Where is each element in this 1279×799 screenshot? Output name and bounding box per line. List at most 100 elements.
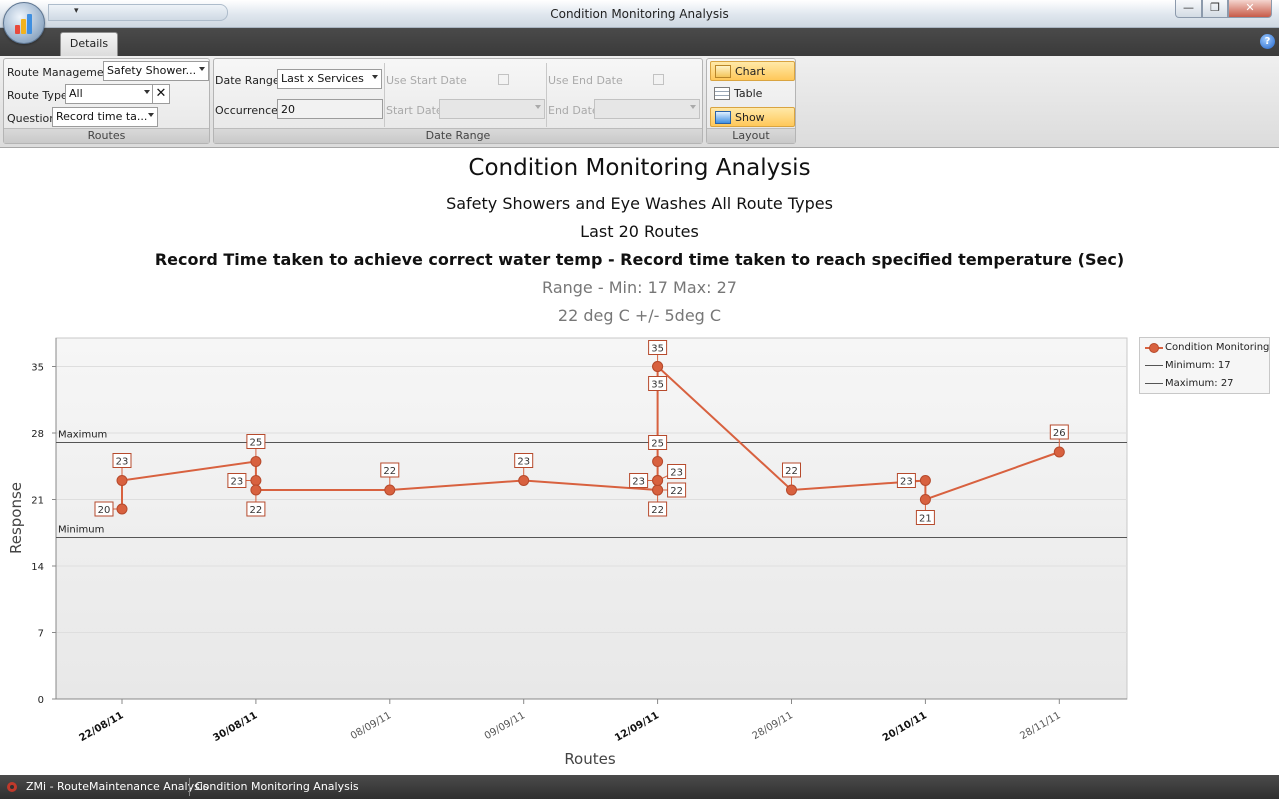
chart-view-button[interactable]: Chart xyxy=(710,61,795,81)
occurrences-label: Occurrences xyxy=(215,104,284,117)
start-date-combo[interactable] xyxy=(439,99,545,119)
x-axis-title: Routes xyxy=(564,750,616,768)
data-label-box xyxy=(782,462,801,478)
condition-monitoring-chart: 0 7 14 21 28 35 22/08/11 30/08/11 08/09/11 09/09/… xyxy=(7,337,1128,768)
chevron-down-icon xyxy=(690,105,696,109)
data-label-box xyxy=(648,501,668,517)
end-date-label: End Date xyxy=(548,104,599,117)
y-tick-label: 14 xyxy=(31,562,44,573)
chevron-down-icon xyxy=(144,90,150,94)
chevron-down-icon xyxy=(535,105,541,109)
y-tick-label: 35 xyxy=(31,363,44,374)
tab-details[interactable]: Details xyxy=(60,32,118,56)
data-point xyxy=(919,494,931,505)
data-label: 23 xyxy=(116,457,129,468)
end-date-combo[interactable] xyxy=(594,99,700,119)
data-label-box xyxy=(896,473,916,488)
routes-group-caption: Routes xyxy=(4,128,209,143)
data-point xyxy=(116,475,128,486)
minimize-button[interactable]: — xyxy=(1175,0,1202,18)
window-title: Condition Monitoring Analysis xyxy=(550,7,729,21)
help-icon[interactable]: ? xyxy=(1260,34,1275,49)
data-label-box xyxy=(629,473,649,488)
data-label: 22 xyxy=(250,505,263,516)
occurrences-input[interactable]: 20 xyxy=(277,99,383,119)
data-label: 22 xyxy=(383,466,396,477)
date-range-group: Date Range Last x Services Occurrences 2… xyxy=(213,58,703,144)
data-label: 35 xyxy=(651,380,664,391)
report-range: Range - Min: 17 Max: 27 xyxy=(542,278,737,297)
data-label: 23 xyxy=(632,477,645,488)
table-icon xyxy=(714,87,730,100)
route-type-value: All xyxy=(69,87,83,100)
x-tick-label: 08/09/11 xyxy=(349,710,393,742)
legend-item-condition-monitoring: Condition Monitoring xyxy=(1144,340,1269,356)
date-range-group-caption: Date Range xyxy=(214,128,702,143)
route-management-combo[interactable]: Safety Shower... xyxy=(103,61,209,81)
date-range-combo[interactable]: Last x Services xyxy=(277,69,382,89)
question-label: Question xyxy=(7,112,57,125)
data-label: 23 xyxy=(231,477,244,488)
data-label-box xyxy=(648,376,668,391)
status-view-text: Condition Monitoring Analysis xyxy=(195,780,359,793)
data-label: 22 xyxy=(785,466,798,477)
data-point xyxy=(786,484,797,496)
start-date-label: Start Date xyxy=(386,104,443,117)
y-tick-label: 28 xyxy=(31,429,44,440)
report-question: Record Time taken to achieve correct wat… xyxy=(154,250,1125,269)
report-title: Condition Monitoring Analysis xyxy=(468,155,811,181)
y-tick-label: 21 xyxy=(31,496,44,507)
data-label: 25 xyxy=(651,439,664,450)
data-point xyxy=(250,484,262,496)
data-label-box xyxy=(246,434,266,449)
status-bar: ZMi - RouteMaintenance Analysis Conditio… xyxy=(0,775,1279,799)
data-label: 22 xyxy=(651,505,664,516)
x-tick-label: 22/08/11 xyxy=(78,710,126,744)
quick-access-dropdown-icon[interactable]: ▾ xyxy=(74,6,79,16)
data-label-box xyxy=(648,435,668,450)
x-tick-label: 28/11/11 xyxy=(1018,710,1062,742)
legend-label: Minimum: 17 xyxy=(1165,360,1231,371)
layout-group-caption: Layout xyxy=(707,128,795,143)
use-end-date-checkbox[interactable] xyxy=(653,74,664,85)
reference-line-label: Minimum xyxy=(58,525,104,536)
restore-button[interactable]: ❐ xyxy=(1202,0,1228,18)
reference-line-label: Maximum xyxy=(58,430,107,441)
route-type-label: Route Type xyxy=(7,89,68,102)
show-labels-button[interactable]: Show Labels xyxy=(710,107,795,143)
data-label-box xyxy=(94,501,114,517)
close-button[interactable]: ✕ xyxy=(1228,0,1272,18)
route-management-value: Safety Shower... xyxy=(107,64,197,77)
data-label-box xyxy=(915,510,935,525)
data-point xyxy=(518,475,530,486)
data-label: 25 xyxy=(250,438,263,449)
question-combo[interactable]: Record time ta... xyxy=(52,107,158,127)
data-label: 23 xyxy=(900,477,913,488)
application-menu-button[interactable] xyxy=(3,2,45,44)
use-start-date-checkbox[interactable] xyxy=(498,74,509,85)
labels-icon xyxy=(715,111,731,124)
table-view-button[interactable]: Table xyxy=(710,84,795,104)
data-point xyxy=(384,484,396,496)
clear-route-type-button[interactable]: ✕ xyxy=(152,84,170,104)
legend-swatch xyxy=(1145,365,1163,366)
legend-label: Condition Monitoring xyxy=(1165,342,1270,353)
route-type-combo[interactable]: All xyxy=(65,84,154,104)
plot-area xyxy=(55,337,1128,700)
gear-icon xyxy=(7,782,17,792)
legend-item-maximum: Maximum: 27 xyxy=(1144,376,1234,392)
divider xyxy=(384,63,385,127)
routes-group: Route Management Safety Shower... Route … xyxy=(3,58,210,144)
x-tick-label: 28/09/11 xyxy=(751,710,795,742)
report-period: Last 20 Routes xyxy=(580,222,699,241)
data-point xyxy=(250,456,262,467)
report-subtitle: Safety Showers and Eye Washes All Route … xyxy=(446,194,833,213)
table-view-label: Table xyxy=(734,87,763,100)
chart-legend: Condition Monitoring Minimum: 17 Maximum… xyxy=(1139,337,1270,394)
ribbon-tab-strip: Details xyxy=(0,28,1279,56)
layout-group: Chart Table Show Labels Layout xyxy=(706,58,796,144)
data-label-box xyxy=(1049,424,1069,440)
chart-view-label: Chart xyxy=(735,65,766,78)
data-point xyxy=(652,456,664,467)
use-start-date-label: Use Start Date xyxy=(386,74,467,87)
